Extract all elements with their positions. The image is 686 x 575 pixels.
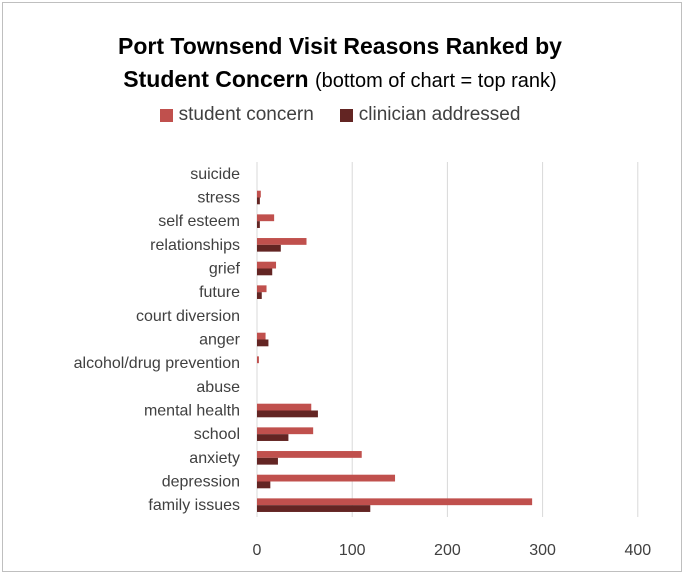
legend-item-clinician-addressed: clinician addressed <box>339 104 521 126</box>
y-tick-label-abuse: abuse <box>196 379 240 396</box>
title-line-2: Student Concern <box>123 66 309 92</box>
bar-clinician-addressed-future <box>257 292 262 299</box>
y-tick-label-mental-health: mental health <box>144 403 240 420</box>
bar-clinician-addressed-anxiety <box>257 457 278 465</box>
legend-swatch-student-concern <box>159 108 173 122</box>
y-tick-label-relationships: relationships <box>150 237 240 254</box>
bar-student-concern-alcohol-drug-prevention <box>257 356 259 364</box>
bar-student-concern-anger <box>257 332 266 340</box>
bar-clinician-addressed-mental-health <box>257 410 318 418</box>
bar-clinician-addressed-grief <box>257 268 273 276</box>
bar-student-concern-self-esteem <box>257 214 275 222</box>
y-tick-label-stress: stress <box>197 190 240 207</box>
legend-label-clinician-addressed: clinician addressed <box>358 104 521 125</box>
bar-clinician-addressed-anger <box>257 339 269 347</box>
chart-title: Port Townsend Visit Reasons Ranked by St… <box>0 30 680 98</box>
bar-student-concern-anxiety <box>257 451 362 458</box>
x-tick-label-0: 0 <box>253 542 262 559</box>
y-tick-label-school: school <box>194 426 240 443</box>
y-tick-label-alcohol-drug-prevention: alcohol/drug prevention <box>74 355 240 372</box>
x-tick-label-300: 300 <box>529 542 556 559</box>
y-tick-label-family-issues: family issues <box>148 497 240 514</box>
y-tick-label-suicide: suicide <box>190 166 240 183</box>
y-tick-label-anger: anger <box>199 332 241 349</box>
bar-clinician-addressed-relationships <box>257 244 281 252</box>
y-tick-label-grief: grief <box>209 261 241 278</box>
y-tick-label-future: future <box>199 284 240 301</box>
bar-clinician-addressed-stress <box>257 197 260 205</box>
y-tick-label-court-diversion: court diversion <box>136 308 240 325</box>
bar-clinician-addressed-family-issues <box>257 505 371 512</box>
bar-student-concern-stress <box>257 190 261 198</box>
bar-student-concern-future <box>257 285 267 293</box>
y-tick-label-self-esteem: self esteem <box>158 213 240 230</box>
legend-label-student-concern: student concern <box>178 104 314 125</box>
y-tick-label-depression: depression <box>162 474 240 491</box>
bar-student-concern-depression <box>257 474 396 482</box>
bar-student-concern-grief <box>257 261 277 269</box>
x-tick-label-200: 200 <box>434 542 461 559</box>
legend: student concern clinician addressed <box>0 104 680 126</box>
legend-item-student-concern: student concern <box>159 104 314 126</box>
bar-student-concern-relationships <box>257 238 307 245</box>
bar-clinician-addressed-self-esteem <box>257 221 260 228</box>
title-line-1: Port Townsend Visit Reasons Ranked by <box>118 33 562 59</box>
chart-subtitle: (bottom of chart = top rank) <box>314 70 557 92</box>
bar-student-concern-mental-health <box>257 403 312 411</box>
x-tick-label-100: 100 <box>339 542 366 559</box>
y-tick-label-anxiety: anxiety <box>189 450 240 467</box>
bar-clinician-addressed-depression <box>257 481 271 489</box>
bar-student-concern-family-issues <box>257 498 533 506</box>
bar-student-concern-school <box>257 427 314 435</box>
legend-swatch-clinician-addressed <box>339 108 353 122</box>
bar-clinician-addressed-school <box>257 434 289 441</box>
x-tick-label-400: 400 <box>624 542 651 559</box>
